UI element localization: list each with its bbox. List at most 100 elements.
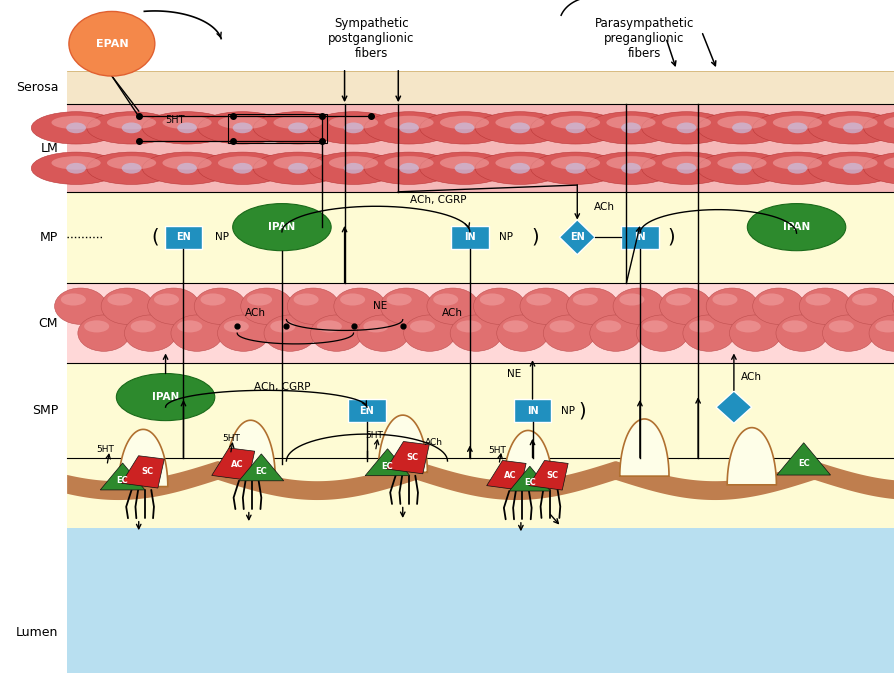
Ellipse shape bbox=[595, 320, 620, 332]
Ellipse shape bbox=[51, 116, 100, 129]
Ellipse shape bbox=[177, 320, 202, 332]
Ellipse shape bbox=[310, 315, 362, 351]
Ellipse shape bbox=[641, 112, 730, 144]
Ellipse shape bbox=[758, 293, 783, 306]
Ellipse shape bbox=[270, 320, 295, 332]
Ellipse shape bbox=[333, 288, 385, 324]
Ellipse shape bbox=[78, 315, 130, 351]
Text: 5HT: 5HT bbox=[488, 446, 506, 455]
Ellipse shape bbox=[735, 320, 760, 332]
Ellipse shape bbox=[494, 156, 544, 170]
Ellipse shape bbox=[51, 156, 100, 170]
Text: EC: EC bbox=[797, 460, 809, 468]
Ellipse shape bbox=[66, 122, 86, 133]
Ellipse shape bbox=[661, 116, 710, 129]
Bar bbox=[164, 226, 202, 249]
Text: IN: IN bbox=[634, 232, 645, 242]
Bar bbox=[67, 0, 894, 71]
Ellipse shape bbox=[775, 315, 827, 351]
Ellipse shape bbox=[419, 112, 509, 144]
Ellipse shape bbox=[288, 163, 308, 174]
Text: ACh: ACh bbox=[441, 308, 462, 318]
Ellipse shape bbox=[171, 315, 223, 351]
Polygon shape bbox=[239, 454, 283, 481]
Ellipse shape bbox=[273, 116, 322, 129]
Ellipse shape bbox=[822, 315, 873, 351]
Ellipse shape bbox=[454, 163, 474, 174]
Text: IPAN: IPAN bbox=[268, 222, 295, 232]
Ellipse shape bbox=[308, 152, 398, 184]
Text: SC: SC bbox=[406, 453, 417, 462]
Text: AC: AC bbox=[231, 460, 243, 468]
Text: (: ( bbox=[151, 227, 158, 247]
Text: ACh: ACh bbox=[425, 437, 443, 447]
Ellipse shape bbox=[154, 293, 179, 306]
Ellipse shape bbox=[426, 288, 478, 324]
Ellipse shape bbox=[851, 293, 876, 306]
Ellipse shape bbox=[247, 293, 272, 306]
Text: LM: LM bbox=[40, 141, 58, 155]
Ellipse shape bbox=[218, 156, 266, 170]
Ellipse shape bbox=[696, 152, 786, 184]
Ellipse shape bbox=[31, 112, 121, 144]
Ellipse shape bbox=[122, 122, 141, 133]
Polygon shape bbox=[619, 419, 668, 476]
Ellipse shape bbox=[705, 288, 757, 324]
Ellipse shape bbox=[842, 122, 862, 133]
Ellipse shape bbox=[620, 163, 640, 174]
Text: 5HT: 5HT bbox=[97, 445, 114, 454]
Ellipse shape bbox=[343, 163, 363, 174]
Text: NP: NP bbox=[561, 406, 575, 415]
Ellipse shape bbox=[682, 315, 734, 351]
Ellipse shape bbox=[661, 156, 710, 170]
Bar bbox=[67, 192, 894, 283]
Ellipse shape bbox=[781, 320, 806, 332]
Ellipse shape bbox=[842, 163, 862, 174]
Ellipse shape bbox=[357, 315, 409, 351]
Ellipse shape bbox=[273, 156, 322, 170]
Text: EC: EC bbox=[523, 478, 536, 487]
Polygon shape bbox=[509, 466, 550, 491]
Ellipse shape bbox=[496, 315, 548, 351]
Ellipse shape bbox=[863, 152, 894, 184]
Ellipse shape bbox=[665, 293, 690, 306]
Text: NE: NE bbox=[373, 302, 387, 311]
Text: Sympathetic
postganglionic
fibers: Sympathetic postganglionic fibers bbox=[328, 17, 414, 60]
Ellipse shape bbox=[386, 293, 411, 306]
Bar bbox=[67, 528, 894, 673]
Ellipse shape bbox=[433, 293, 458, 306]
Text: SC: SC bbox=[545, 471, 558, 480]
Text: ACh: ACh bbox=[244, 308, 266, 318]
Ellipse shape bbox=[549, 320, 574, 332]
Ellipse shape bbox=[731, 122, 751, 133]
Ellipse shape bbox=[288, 122, 308, 133]
Ellipse shape bbox=[364, 112, 453, 144]
Text: EN: EN bbox=[569, 232, 584, 242]
Ellipse shape bbox=[403, 315, 455, 351]
Ellipse shape bbox=[31, 152, 121, 184]
Text: ACh: ACh bbox=[593, 202, 614, 212]
Ellipse shape bbox=[84, 320, 109, 332]
Ellipse shape bbox=[752, 288, 804, 324]
Polygon shape bbox=[559, 220, 595, 255]
Text: ): ) bbox=[667, 227, 674, 247]
Ellipse shape bbox=[731, 163, 751, 174]
Ellipse shape bbox=[473, 288, 525, 324]
Ellipse shape bbox=[636, 315, 687, 351]
Ellipse shape bbox=[519, 288, 571, 324]
Ellipse shape bbox=[316, 320, 342, 332]
Ellipse shape bbox=[712, 293, 737, 306]
Bar bbox=[67, 363, 894, 458]
Ellipse shape bbox=[198, 112, 287, 144]
Bar bbox=[620, 226, 658, 249]
Ellipse shape bbox=[456, 320, 481, 332]
Text: IN: IN bbox=[464, 232, 475, 242]
Ellipse shape bbox=[475, 112, 564, 144]
Ellipse shape bbox=[106, 116, 156, 129]
Text: ): ) bbox=[531, 227, 538, 247]
Polygon shape bbox=[118, 429, 168, 487]
Ellipse shape bbox=[363, 320, 388, 332]
Ellipse shape bbox=[772, 116, 821, 129]
Ellipse shape bbox=[232, 203, 331, 251]
Ellipse shape bbox=[696, 112, 786, 144]
